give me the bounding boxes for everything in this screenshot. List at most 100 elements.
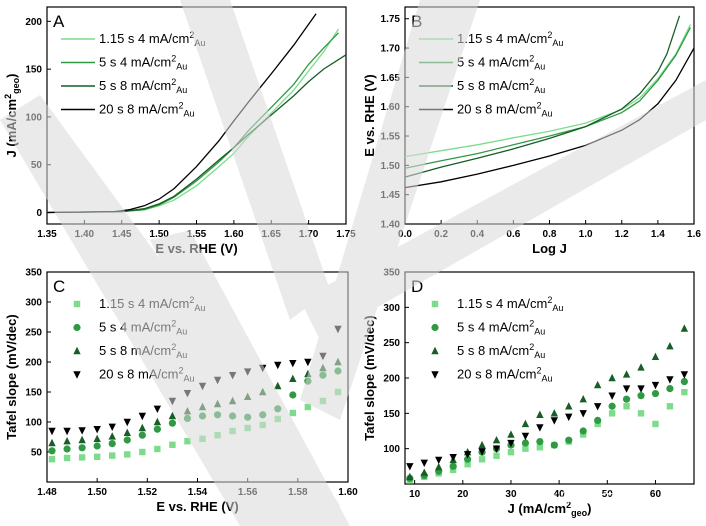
series-2-point	[63, 445, 71, 453]
y-tick-label: 150	[25, 388, 42, 399]
series-1-point	[184, 438, 191, 445]
series-1-point	[637, 410, 645, 417]
x-tick-label: 1.52	[138, 487, 158, 498]
series-2-point	[108, 440, 116, 448]
series-1-point	[666, 403, 674, 410]
series-4-point	[478, 448, 486, 456]
x-tick-label: 1.48	[37, 487, 57, 498]
series-4-point	[550, 417, 559, 425]
data-layer	[47, 13, 346, 214]
legend-swatch	[73, 323, 81, 332]
series-1-point	[681, 388, 688, 396]
x-axis-label: E vs. RHE (V)	[156, 499, 238, 514]
x-axis-label: J (mA/cm2geo)	[508, 500, 592, 518]
series-2-point	[666, 385, 674, 393]
series-3-point	[550, 409, 559, 417]
series-4-point	[579, 410, 587, 418]
series-2-point	[680, 377, 688, 386]
series-3-point	[406, 472, 414, 481]
series-4-point	[608, 392, 616, 400]
watermark-stripe	[180, 0, 330, 320]
series-3-point	[521, 419, 530, 428]
legend-label: 5 s 8 mA/cm2Au	[457, 77, 545, 95]
panel-label: C	[53, 277, 65, 296]
series-2-point	[138, 431, 146, 439]
series-4-point	[666, 376, 674, 384]
series-3-point	[608, 373, 616, 382]
series-3-point	[666, 342, 674, 350]
series-4-point	[680, 371, 689, 379]
series-2-point	[78, 444, 86, 452]
x-tick-label: 40	[554, 489, 566, 500]
series-2-point	[550, 441, 558, 449]
y-tick-label: 200	[25, 17, 42, 28]
series-3-point	[637, 363, 645, 371]
legend-swatch	[431, 346, 439, 355]
legend-swatch	[431, 323, 439, 332]
series-1-point	[139, 448, 146, 456]
series-3-point	[536, 410, 544, 418]
series-2-point	[579, 427, 587, 435]
series-4-point	[420, 459, 428, 467]
series-3-point	[123, 428, 131, 436]
series-4-point	[565, 413, 573, 422]
series-3-point	[420, 468, 428, 476]
series-4-point	[274, 361, 282, 370]
series-3-point	[93, 434, 101, 442]
legend-swatch	[73, 371, 81, 379]
series-3-point	[593, 380, 602, 389]
series-3-point	[680, 324, 689, 332]
series-4-point	[289, 360, 297, 368]
x-tick-label: 30	[505, 489, 517, 500]
series-1-point	[78, 454, 86, 461]
x-tick-label: 1.4	[651, 229, 665, 240]
series-2-point	[449, 462, 457, 470]
data-layer	[406, 324, 689, 484]
y-tick-label: 150	[25, 65, 42, 76]
series-1-point	[608, 410, 616, 417]
series-3-point	[492, 435, 501, 444]
watermark-stripe	[150, 230, 350, 526]
series-1-point	[93, 453, 101, 460]
x-tick-label: 1.0	[579, 229, 593, 240]
series-4-point	[449, 453, 457, 462]
legend-label: 1.15 s 4 mA/cm2Au	[457, 30, 563, 48]
x-tick-label: 1.60	[338, 487, 358, 498]
series-4-point	[492, 445, 501, 453]
y-tick-label: 250	[25, 328, 42, 339]
series-2-point	[565, 436, 573, 444]
series-4-point	[123, 418, 131, 427]
series-3-point	[507, 430, 515, 438]
series-1-point	[478, 456, 486, 463]
series-4-point	[463, 451, 472, 459]
series-1-point	[652, 420, 659, 428]
series-3-point	[48, 438, 56, 447]
series-3-point	[478, 440, 486, 449]
x-tick-label: 1.2	[615, 229, 629, 240]
y-tick-label: 250	[383, 338, 400, 349]
series-3-line	[405, 15, 681, 178]
y-tick-label: 100	[25, 418, 42, 429]
series-1-point	[493, 452, 500, 459]
watermark-stripe	[300, 80, 706, 340]
x-tick-label: 0.0	[398, 229, 412, 240]
x-tick-label: 10	[409, 489, 421, 500]
legend-label: 5 s 4 mA/cm2Au	[99, 54, 187, 72]
series-2-point	[123, 436, 131, 444]
y-tick-label: 1.70	[381, 44, 401, 55]
series-1-point	[464, 461, 471, 468]
series-1-point	[623, 403, 630, 410]
series-1-point	[522, 445, 529, 452]
legend-label: 1.15 s 4 mA/cm2Au	[457, 295, 563, 313]
x-tick-label: 20	[457, 489, 469, 500]
y-tick-label: 300	[383, 303, 400, 314]
y-tick-label: 350	[25, 268, 42, 279]
x-tick-label: 1.54	[188, 487, 208, 498]
series-1-point	[63, 454, 71, 462]
legend-label: 5 s 8 mA/cm2Au	[99, 77, 187, 95]
x-tick-label: 1.50	[149, 229, 169, 240]
series-1-point	[109, 452, 116, 459]
y-axis-label: E vs. RHE (V)	[362, 74, 377, 156]
series-3-point	[435, 462, 443, 471]
